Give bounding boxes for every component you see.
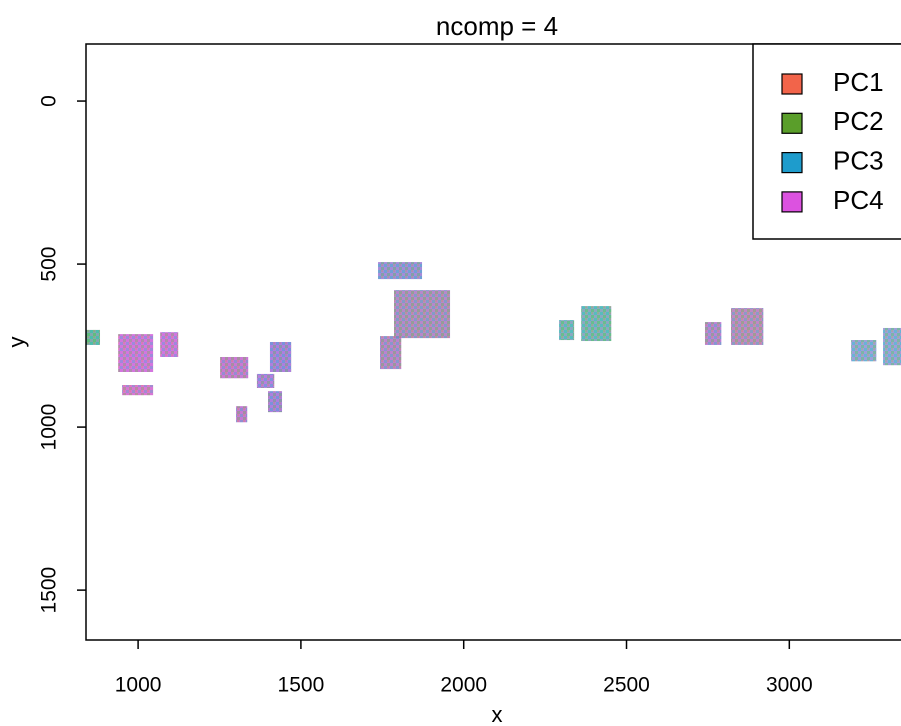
legend-swatch [782,113,802,133]
legend-label: PC3 [833,145,884,175]
patch [268,391,282,412]
page: ncomp = 4 x y 1000 1500 2000 2500 3000 0 500 10… [0,0,901,726]
legend-swatch [782,153,802,173]
patch [270,342,291,372]
legend-swatch [782,192,802,212]
y-tick-label: 1500 [38,567,61,614]
patch [731,308,763,345]
patch [236,406,247,422]
y-tick-label: 500 [38,247,61,282]
y-axis-label: y [4,337,29,348]
legend-label: PC4 [833,185,884,215]
patch [581,306,611,341]
y-tick-label: 1000 [38,404,61,451]
patch [86,330,100,345]
patch [118,334,153,372]
legend-swatch [782,74,802,94]
patch [559,320,574,340]
patch [705,322,721,345]
x-tick-label: 2500 [603,674,650,697]
patch [220,357,248,378]
patch [160,332,178,357]
x-tick-label: 2000 [440,674,487,697]
x-axis-label: x [492,702,503,726]
legend-label: PC2 [833,106,884,136]
patch [851,340,876,361]
patch [380,336,401,369]
chart: ncomp = 4 x y 1000 1500 2000 2500 3000 0 500 10… [0,0,901,726]
patch [257,374,274,388]
patch [394,290,450,338]
patch [122,385,153,395]
patch [883,328,901,365]
legend-label: PC1 [833,67,884,97]
patch [378,262,422,279]
x-tick-label: 1500 [278,674,325,697]
y-tick-label: 0 [38,95,61,107]
chart-title: ncomp = 4 [436,11,558,41]
x-tick-label: 1000 [115,674,162,697]
x-tick-label: 3000 [766,674,813,697]
